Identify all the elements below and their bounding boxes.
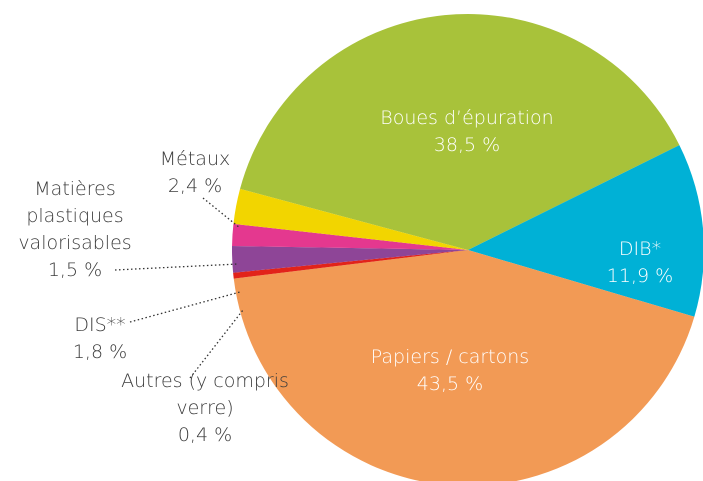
slice-label: Matières plastiques valorisables 1,5 % [0,176,150,284]
value-label: 11,9 % [606,265,674,287]
pie-slice [232,223,468,250]
category-label: Métaux [159,148,231,170]
slice-label: DIB* 11,9 % [580,236,700,290]
leader-line [129,291,241,323]
category-label: DIS** [74,314,126,336]
slice-label: Métaux 2,4 % [140,146,250,200]
value-label: 43,5 % [416,373,484,395]
slices [231,13,703,481]
value-label: 1,5 % [47,259,103,281]
value-label: 38,5 % [433,134,501,156]
category-label: Papiers / cartons [370,346,530,368]
pie-slice [233,250,468,279]
value-label: 1,8 % [72,341,128,363]
category-label: Boues d’épuration [380,107,554,129]
value-label: 2,4 % [167,175,223,197]
leader-line [202,197,241,229]
pie-slice [468,145,703,317]
pie-slice [233,188,468,250]
category-label: DIB* [618,238,662,260]
pie-slice [231,246,468,273]
slice-label: Papiers / cartons 43,5 % [340,344,560,398]
category-label: Autres (y compris verre) [121,370,289,419]
slice-label: Autres (y compris verre) 0,4 % [120,368,290,449]
category-label: Matières plastiques valorisables [18,178,132,254]
slice-label: DIS** 1,8 % [60,312,140,366]
slice-label: Boues d’épuration 38,5 % [367,105,567,159]
value-label: 0,4 % [177,424,233,446]
leader-line [114,263,239,271]
pie-slice [240,13,680,250]
pie-slice [233,250,695,481]
